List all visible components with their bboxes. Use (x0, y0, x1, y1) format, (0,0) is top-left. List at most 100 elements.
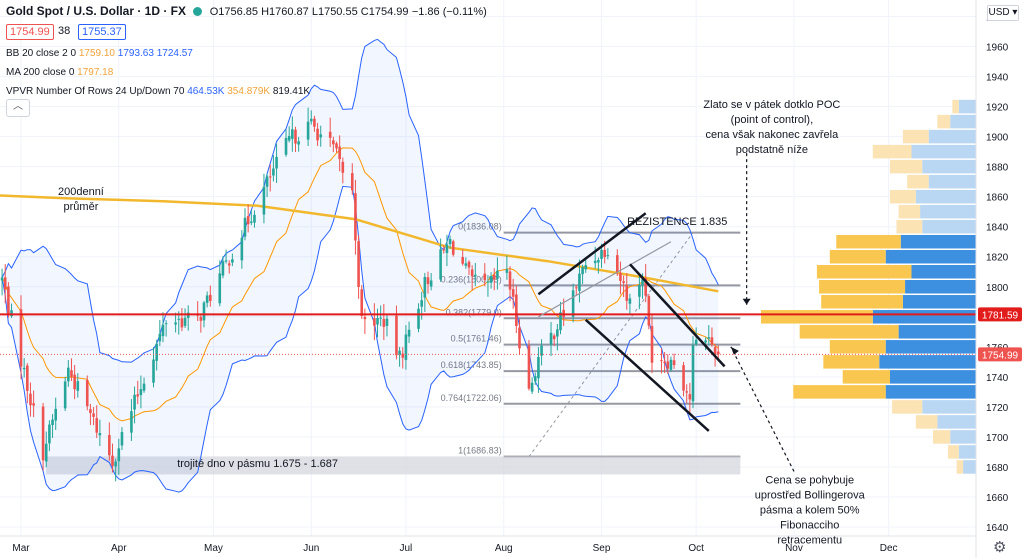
candle (505, 255, 509, 280)
candle-body (395, 315, 398, 356)
candle-body (694, 339, 698, 345)
candle-body (448, 238, 452, 245)
candle-body (32, 403, 35, 406)
candle-body (515, 294, 518, 326)
candle-body (183, 317, 187, 326)
x-tick-label: Sep (593, 543, 611, 554)
candle (268, 164, 272, 192)
candle-body (199, 316, 203, 321)
candle (111, 443, 114, 473)
candle-body (600, 249, 603, 259)
candle (89, 403, 92, 426)
spread: 38 (58, 25, 71, 37)
symbol-title[interactable]: Gold Spot / U.S. Dollar · 1D · FX (6, 4, 187, 18)
x-tick-label: Mar (12, 543, 30, 554)
annotation-line: cena však nakonec zavřela (706, 129, 840, 141)
candle-body (533, 376, 537, 382)
fib-level-label: 0.764(1722.06) (441, 393, 502, 403)
candle-body (379, 317, 382, 319)
candle (287, 126, 291, 143)
vp-up-bar (920, 204, 976, 219)
candle-body (467, 261, 471, 268)
candle-body (29, 393, 32, 406)
annotation-line: (point of control), (731, 114, 814, 126)
candle (92, 406, 95, 426)
vp-down-bar (819, 280, 906, 294)
candle-body (10, 310, 13, 317)
candle (474, 262, 477, 287)
indicator-ma[interactable]: MA 200 close 0 1797.18 (6, 67, 113, 78)
candle-body (120, 432, 124, 446)
bb-upper-value: 1793.63 (117, 48, 154, 59)
candle-body (7, 286, 10, 314)
vp-up-bar (885, 385, 976, 399)
candle-body (44, 443, 48, 462)
gear-icon[interactable]: ⚙ (993, 539, 1007, 556)
buy-button[interactable]: 1755.37 (78, 24, 126, 40)
candle-body (306, 121, 310, 140)
bollinger-arrow (730, 346, 795, 472)
y-tick-label: 1800 (986, 283, 1009, 294)
indicator-bb[interactable]: BB 20 close 2 0 1759.10 1793.63 1724.57 (6, 48, 193, 59)
candle (556, 323, 559, 351)
candle (489, 272, 493, 289)
currency-selector[interactable]: USD ▾ (987, 5, 1019, 21)
vp-down-bar (948, 445, 959, 459)
candle-body (85, 380, 89, 407)
vp-down-bar (816, 264, 912, 279)
candle (357, 235, 360, 299)
candle-body (240, 237, 244, 261)
candle (328, 117, 332, 147)
candle (174, 312, 177, 333)
candle-body (638, 284, 641, 297)
candle (85, 375, 89, 411)
candle (95, 405, 99, 438)
candle (511, 278, 515, 309)
candle (515, 285, 518, 334)
indicator-vpvr[interactable]: VPVR Number Of Rows 24 Up/Down 70 464.53… (6, 86, 310, 97)
candle (341, 157, 345, 184)
vp-down-bar (956, 460, 964, 474)
candle-body (496, 270, 499, 279)
chart-header: Gold Spot / U.S. Dollar · 1D · FX O1756.… (6, 4, 487, 18)
vp-up-bar (950, 430, 976, 444)
candle-body (332, 140, 335, 145)
chevron-up-icon[interactable]: ︿ (6, 99, 30, 117)
candle-body (0, 277, 4, 281)
candle-body (464, 263, 468, 266)
candle-body (133, 394, 136, 410)
candle-body (297, 141, 300, 145)
candle (133, 386, 136, 424)
candle-body (95, 418, 99, 433)
candle-body (619, 272, 622, 281)
vp-down-bar (890, 159, 923, 174)
candle (306, 107, 310, 147)
candle (691, 336, 695, 409)
y-tick-label: 1700 (986, 433, 1009, 444)
vpvr-label: VPVR Number Of Rows 24 Up/Down 70 (6, 86, 185, 97)
candle-body (451, 241, 455, 255)
price-label-text: 1781.59 (982, 310, 1019, 321)
candle (578, 259, 581, 303)
candle-body (559, 312, 562, 331)
fib-level-label: 0(1836.08) (458, 222, 502, 232)
candle (660, 348, 663, 374)
sell-button[interactable]: 1754.99 (6, 24, 54, 40)
candle (363, 308, 367, 334)
candle (152, 347, 155, 388)
candle (309, 110, 313, 125)
bb-basis-value: 1759.10 (78, 48, 115, 59)
candle (540, 339, 543, 366)
candle (120, 427, 124, 451)
candle-body (426, 277, 430, 285)
candle-body (3, 277, 7, 290)
candle-body (98, 433, 102, 436)
candle-body (461, 257, 464, 264)
y-tick-label: 1840 (986, 223, 1009, 234)
candle-body (341, 161, 345, 173)
candle (552, 333, 556, 346)
candle (319, 125, 323, 147)
candle (518, 319, 521, 355)
